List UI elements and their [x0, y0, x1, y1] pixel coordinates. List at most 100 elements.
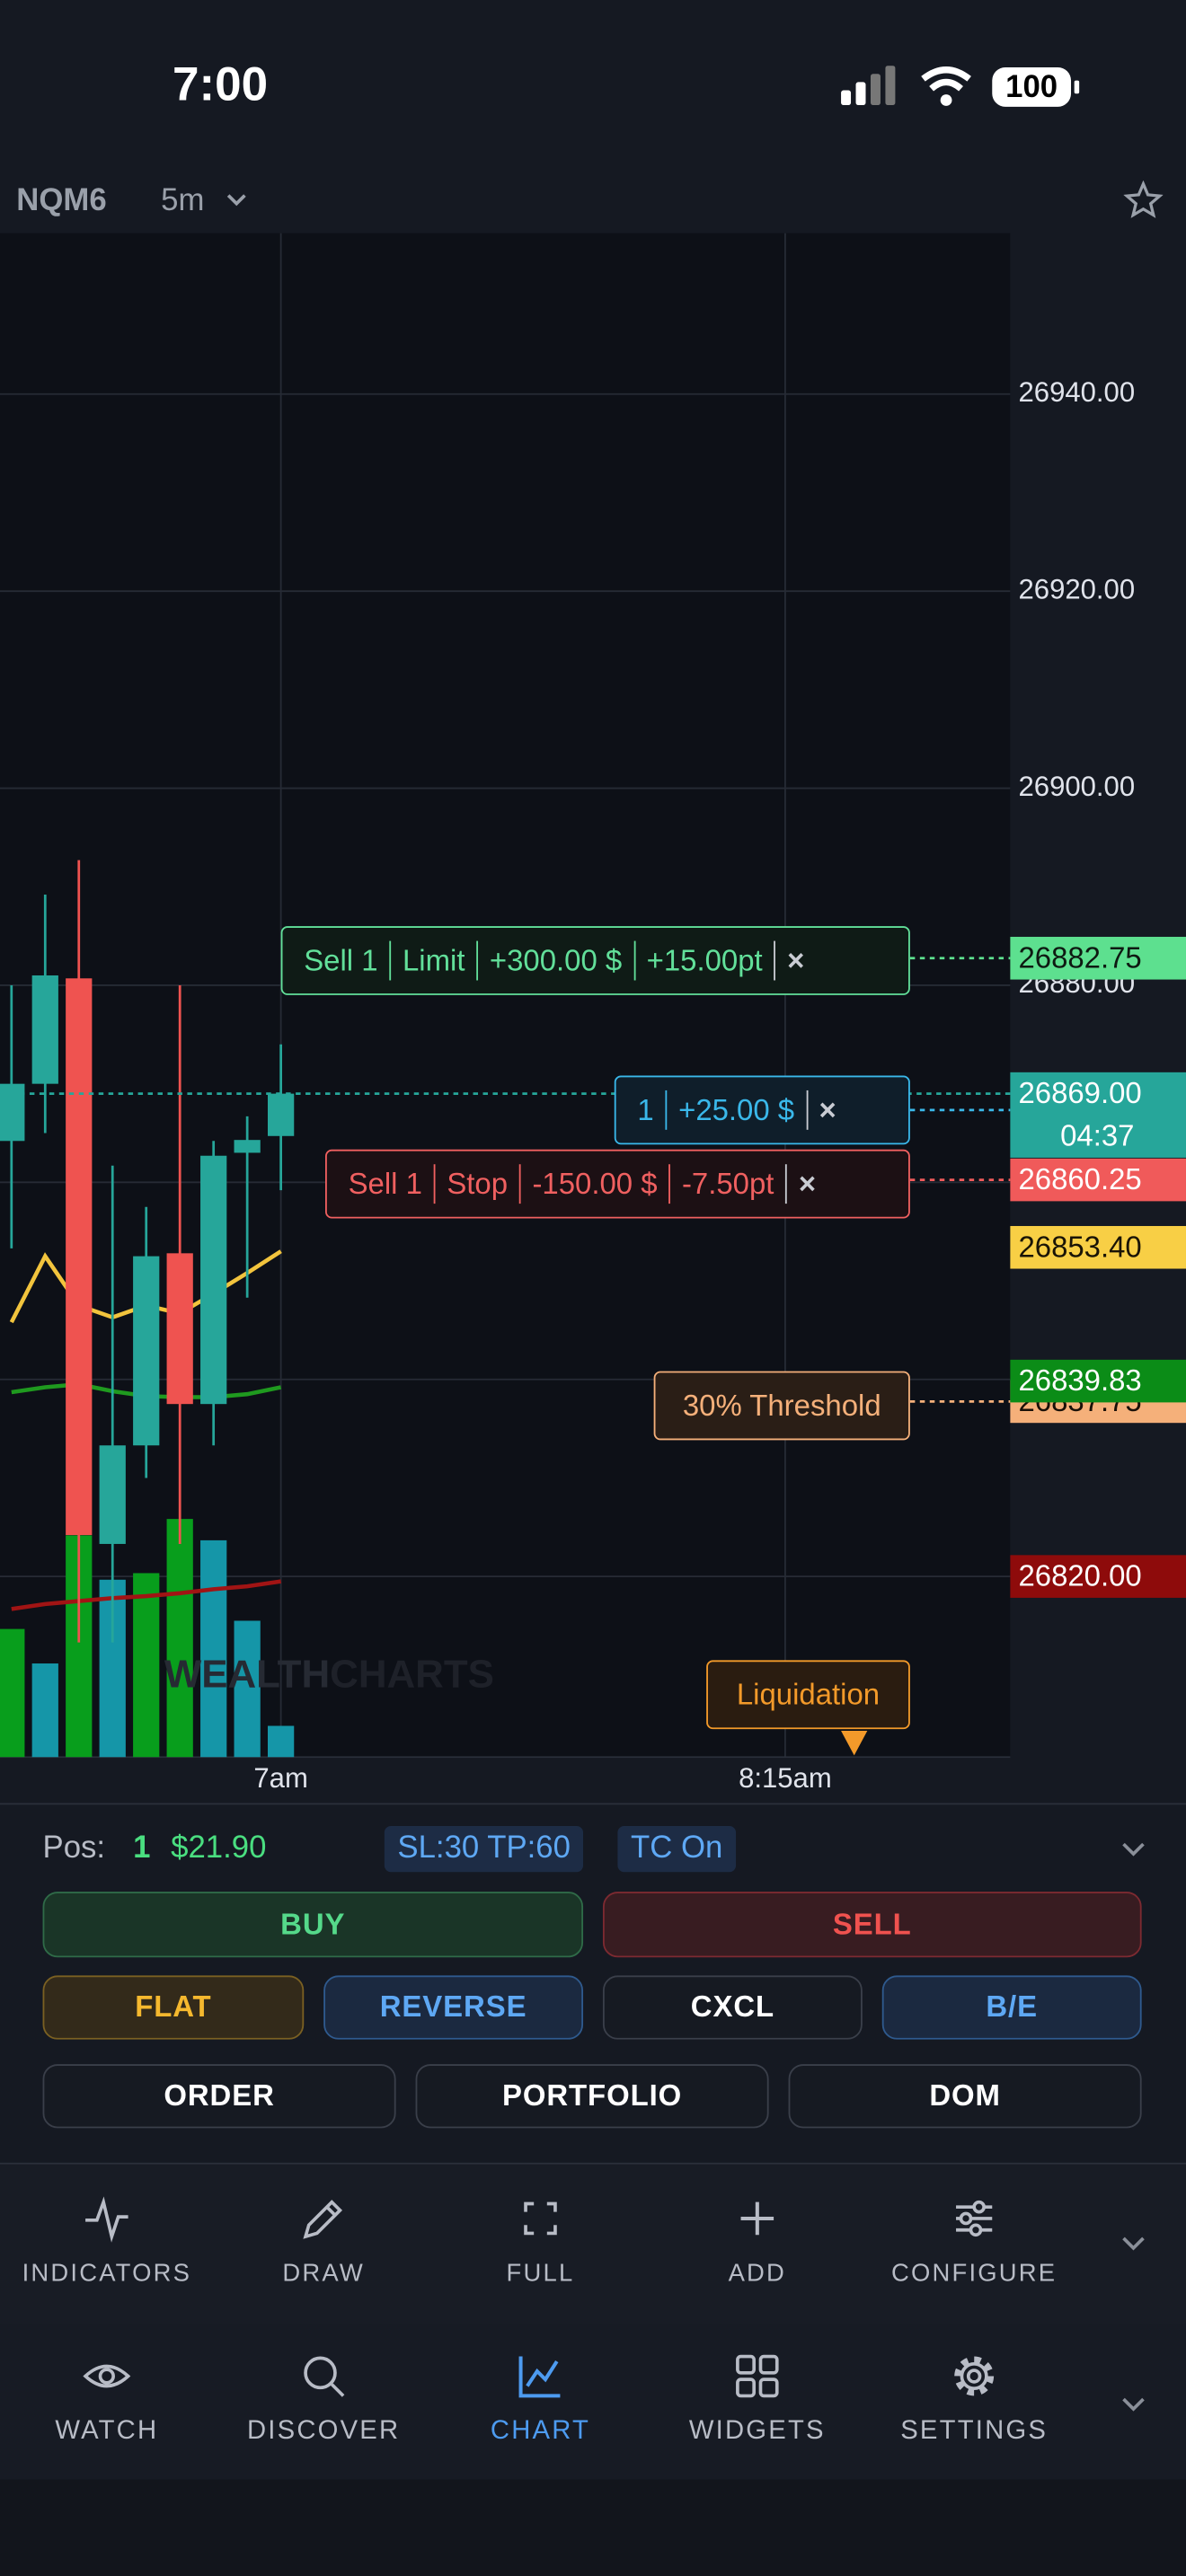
- pos-pnl: $21.90: [171, 1831, 267, 1866]
- candle-body: [99, 1445, 126, 1544]
- nav-label: WATCH: [55, 2417, 159, 2446]
- order-part: Limit: [389, 940, 476, 981]
- order-part: Stop: [433, 1164, 519, 1204]
- tc-chip[interactable]: TC On: [617, 1826, 736, 1873]
- cancel-button[interactable]: CXCL: [602, 1975, 863, 2040]
- y-tick-label: 26940.00: [1019, 376, 1136, 408]
- portfolio-button[interactable]: PORTFOLIO: [415, 2064, 769, 2129]
- volume-bar: [31, 1663, 58, 1758]
- nav-item[interactable]: SETTINGS: [867, 2351, 1081, 2447]
- order-box[interactable]: Sell 1 Stop -150.00 $ -7.50pt ×: [324, 1149, 910, 1219]
- nav-label: CHART: [490, 2417, 591, 2446]
- candle-body: [268, 1093, 295, 1136]
- tool[interactable]: DRAW: [217, 2194, 430, 2288]
- order-box[interactable]: Sell 1 Limit +300.00 $ +15.00pt ×: [280, 926, 910, 995]
- x-tick-label: 7am: [253, 1762, 307, 1794]
- price-marker-label: 26882.75: [1019, 940, 1142, 974]
- order-close[interactable]: ×: [805, 1090, 848, 1130]
- order-part: 1: [637, 1093, 654, 1127]
- tool[interactable]: INDICATORS: [0, 2194, 214, 2288]
- watermark-a: WEALTH: [164, 1652, 330, 1696]
- price-marker-label: 26839.83: [1019, 1363, 1142, 1397]
- x-tick-label: 8:15am: [739, 1762, 832, 1794]
- countdown: 04:37: [1060, 1119, 1134, 1152]
- candle-body: [31, 975, 58, 1084]
- nav-item[interactable]: CHART: [434, 2351, 648, 2447]
- home-area: [0, 2479, 1186, 2576]
- price-marker: [1010, 1158, 1186, 1202]
- candle-body: [234, 1140, 261, 1153]
- tool-label: INDICATORS: [22, 2259, 192, 2288]
- collapse[interactable]: [1120, 1839, 1146, 1859]
- candle-body: [0, 1083, 25, 1142]
- order-part: Sell 1: [348, 1167, 422, 1201]
- price-marker-label: 26820.00: [1019, 1559, 1142, 1592]
- price-marker-label: 26860.25: [1019, 1162, 1142, 1195]
- collapse[interactable]: [1120, 2233, 1146, 2253]
- tools-bar: [0, 2162, 1186, 2325]
- dom-button[interactable]: DOM: [788, 2064, 1142, 2129]
- order-part: -7.50pt: [668, 1164, 785, 1204]
- moving-average: [11, 1579, 281, 1611]
- tool[interactable]: CONFIGURE: [867, 2194, 1081, 2288]
- volume-bar: [268, 1725, 295, 1758]
- watermark: WEALTHCHARTS: [164, 1652, 494, 1696]
- order-part: Sell 1: [304, 944, 378, 977]
- price-marker: [1010, 1359, 1186, 1403]
- price-marker-label: 26853.40: [1019, 1230, 1142, 1263]
- reverse-button[interactable]: REVERSE: [323, 1975, 584, 2040]
- pos-qty: 1: [133, 1831, 151, 1866]
- pos-label: Pos:: [42, 1831, 106, 1866]
- tool-label: ADD: [728, 2259, 787, 2288]
- nav-item[interactable]: WIDGETS: [651, 2351, 864, 2447]
- flat-button[interactable]: FLAT: [42, 1975, 305, 2040]
- nav-label: DISCOVER: [246, 2417, 401, 2446]
- tool[interactable]: ADD: [651, 2194, 864, 2288]
- nav-item[interactable]: WATCH: [0, 2351, 214, 2447]
- nav-bar: [0, 2323, 1186, 2480]
- volume-bar: [133, 1573, 160, 1758]
- volume-bar: [200, 1539, 227, 1758]
- price-marker: [1010, 1072, 1186, 1158]
- candle-body: [66, 978, 93, 1536]
- order-part: +15.00pt: [633, 940, 774, 981]
- order-close[interactable]: ×: [774, 940, 816, 981]
- price-marker: [1010, 1555, 1186, 1598]
- battery: 100: [1005, 70, 1058, 104]
- status-icons: 100: [841, 66, 1080, 107]
- clock: 7:00: [172, 58, 269, 112]
- nav-label: WIDGETS: [688, 2417, 826, 2446]
- volume-bar: [234, 1620, 261, 1758]
- sell-button[interactable]: SELL: [602, 1892, 1142, 1958]
- interval[interactable]: 5m: [161, 183, 205, 219]
- tool-label: CONFIGURE: [890, 2259, 1058, 2288]
- interval-caret[interactable]: [225, 190, 248, 210]
- nav-label: SETTINGS: [900, 2417, 1049, 2446]
- nav-item[interactable]: DISCOVER: [217, 2351, 430, 2447]
- watermark-b: CHARTS: [330, 1652, 494, 1696]
- threshold-box[interactable]: 30% Threshold: [653, 1371, 910, 1441]
- breakeven-button[interactable]: B/E: [881, 1975, 1142, 2040]
- order-close[interactable]: ×: [785, 1164, 828, 1204]
- candle-body: [166, 1253, 193, 1405]
- order-button[interactable]: ORDER: [42, 2064, 396, 2129]
- candle-body: [200, 1155, 227, 1405]
- symbol[interactable]: NQM6: [16, 183, 107, 219]
- order-part: -150.00 $: [518, 1164, 668, 1204]
- tool-label: DRAW: [282, 2259, 365, 2288]
- volume-bar: [166, 1519, 193, 1758]
- liquidation-box[interactable]: Liquidation: [706, 1660, 910, 1730]
- price-marker: [1010, 937, 1186, 980]
- tool[interactable]: FULL: [434, 2194, 648, 2288]
- favorite-star[interactable]: [1123, 181, 1164, 220]
- price-marker-label: 26869.00: [1019, 1076, 1142, 1109]
- buy-button[interactable]: BUY: [42, 1892, 584, 1958]
- order-part: +25.00 $: [665, 1090, 805, 1130]
- order-box[interactable]: 1 +25.00 $ ×: [614, 1075, 910, 1145]
- collapse[interactable]: [1120, 2395, 1146, 2414]
- price-marker: [1010, 1225, 1186, 1269]
- volume-bar: [0, 1628, 25, 1758]
- sltp-chip[interactable]: SL:30 TP:60: [384, 1826, 584, 1873]
